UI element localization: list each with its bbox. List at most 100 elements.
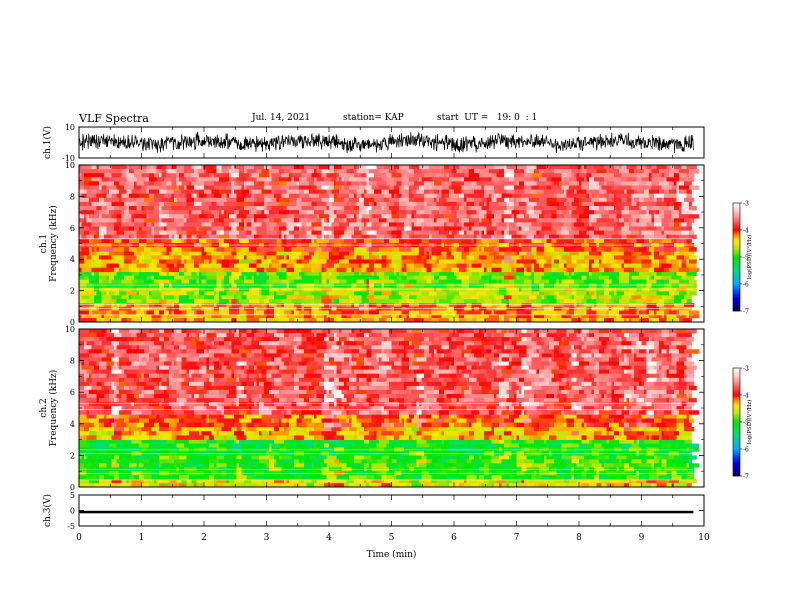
- spectrogram-cell: [229, 443, 232, 448]
- spectrogram-cell: [594, 210, 602, 215]
- spectrogram-cell: [149, 271, 157, 276]
- spectrogram-cell: [131, 169, 135, 174]
- spectrogram-cell: [181, 238, 185, 244]
- spectrogram-cell: [266, 255, 277, 260]
- spectrogram-cell: [421, 314, 430, 319]
- spectrogram-cell: [156, 271, 160, 276]
- spectrogram-cell: [686, 287, 697, 292]
- spectrogram-cell: [434, 189, 440, 194]
- spectrogram-cell: [599, 226, 610, 231]
- spectrogram-cell: [679, 222, 682, 227]
- spectrogram-cell: [89, 263, 97, 268]
- spectrogram-cell: [381, 314, 392, 319]
- spectrogram-cell: [239, 210, 250, 215]
- spectrogram-cell: [214, 185, 225, 190]
- spectrogram-cell: [346, 226, 355, 231]
- spectrogram-cell: [631, 459, 642, 464]
- spectrogram-cell: [336, 303, 347, 308]
- spectrogram-cell: [564, 201, 567, 207]
- spectrogram-cell: [476, 169, 480, 174]
- spectrogram-cell: [659, 443, 662, 448]
- spectrogram-cell: [501, 318, 505, 323]
- spectrogram-cell: [616, 193, 622, 199]
- spectrogram-cell: [126, 181, 132, 186]
- spectrogram-cell: [106, 201, 112, 207]
- spectrogram-cell: [461, 310, 467, 315]
- spectrogram-cell: [329, 181, 335, 186]
- spectrogram-cell: [364, 455, 372, 460]
- spectrogram-cell: [101, 295, 112, 300]
- spectrogram-cell: [424, 201, 427, 207]
- spectrogram-cell: [661, 210, 665, 215]
- spectrogram-cell: [316, 165, 320, 170]
- spectrogram-cell: [511, 255, 520, 260]
- spectrogram-cell: [261, 310, 265, 315]
- spectrogram-cell: [389, 263, 397, 268]
- spectrogram-cell: [599, 475, 610, 480]
- spectrogram-cell: [471, 295, 480, 300]
- spectrogram-cell: [164, 310, 170, 315]
- spectrogram-cell: [204, 210, 212, 215]
- spectrogram-cell: [689, 455, 697, 460]
- spectrogram-cell: [104, 314, 115, 319]
- spectrogram-cell: [284, 479, 287, 484]
- spectrogram-cell: [211, 169, 217, 174]
- spectrogram-cell: [259, 287, 262, 292]
- spectrogram-cell: [669, 222, 675, 227]
- spectrogram-cell: [556, 483, 567, 488]
- spectrogram-cell: [401, 177, 410, 182]
- spectrogram-cell: [396, 165, 400, 170]
- spectrogram-cell: [601, 271, 612, 276]
- spectrogram-cell: [584, 165, 587, 170]
- spectrogram-cell: [506, 479, 512, 484]
- spectrogram-cell: [311, 238, 315, 244]
- spectrogram-cell: [669, 193, 677, 199]
- spectrogram-cell: [671, 181, 675, 186]
- spectrogram-cell: [469, 169, 475, 174]
- spectrogram-cell: [319, 463, 327, 468]
- spectrogram-cell: [606, 189, 617, 194]
- spectrogram-cell: [186, 234, 192, 240]
- spectrogram-cell: [489, 279, 497, 284]
- start-time-label: start UT = 19: 0 : 1: [437, 113, 538, 123]
- spectrogram-cell: [626, 318, 630, 323]
- spectrogram-cell: [411, 271, 420, 276]
- spectrogram-cell: [269, 210, 275, 215]
- spectrogram-cell: [426, 267, 432, 273]
- spectrogram-cell: [141, 318, 152, 323]
- spectrogram-cell: [579, 443, 587, 448]
- spectrogram-cell: [184, 165, 192, 170]
- spectrogram-cell: [204, 291, 207, 296]
- spectrogram-cell: [501, 279, 510, 284]
- spectrogram-cell: [659, 439, 667, 444]
- spectrogram-cell: [306, 177, 312, 182]
- spectrogram-cell: [304, 189, 310, 194]
- spectrogram-cell: [169, 479, 177, 484]
- spectrogram-cell: [471, 226, 480, 231]
- spectrogram-cell: [416, 238, 422, 244]
- spectrogram-cell: [659, 287, 662, 292]
- spectrogram-cell: [551, 181, 555, 186]
- spectrogram-cell: [676, 314, 682, 319]
- spectrogram-cell: [209, 206, 220, 211]
- spectrogram-cell: [494, 255, 505, 260]
- spectrogram-cell: [524, 279, 532, 284]
- spectrogram-cell: [244, 169, 247, 174]
- spectrogram-cell: [161, 295, 165, 300]
- spectrogram-cell: [679, 259, 682, 264]
- spectrogram-cell: [289, 185, 300, 190]
- spectrogram-cell: [421, 234, 425, 240]
- spectrogram-cell: [131, 479, 142, 484]
- spectrogram-cell: [379, 226, 390, 231]
- spectrogram-cell: [461, 218, 470, 223]
- spectrogram-cell: [139, 259, 142, 264]
- spectrogram-cell: [149, 463, 155, 468]
- spectrogram-cell: [84, 218, 87, 223]
- spectrogram-cell: [246, 251, 257, 256]
- spectrogram-cell: [591, 193, 595, 199]
- spectrogram-cell: [641, 459, 647, 464]
- spectrogram-cell: [336, 287, 345, 292]
- spectrogram-cell: [561, 455, 572, 460]
- spectrogram-cell: [251, 479, 262, 484]
- spectrogram-cell: [591, 201, 595, 207]
